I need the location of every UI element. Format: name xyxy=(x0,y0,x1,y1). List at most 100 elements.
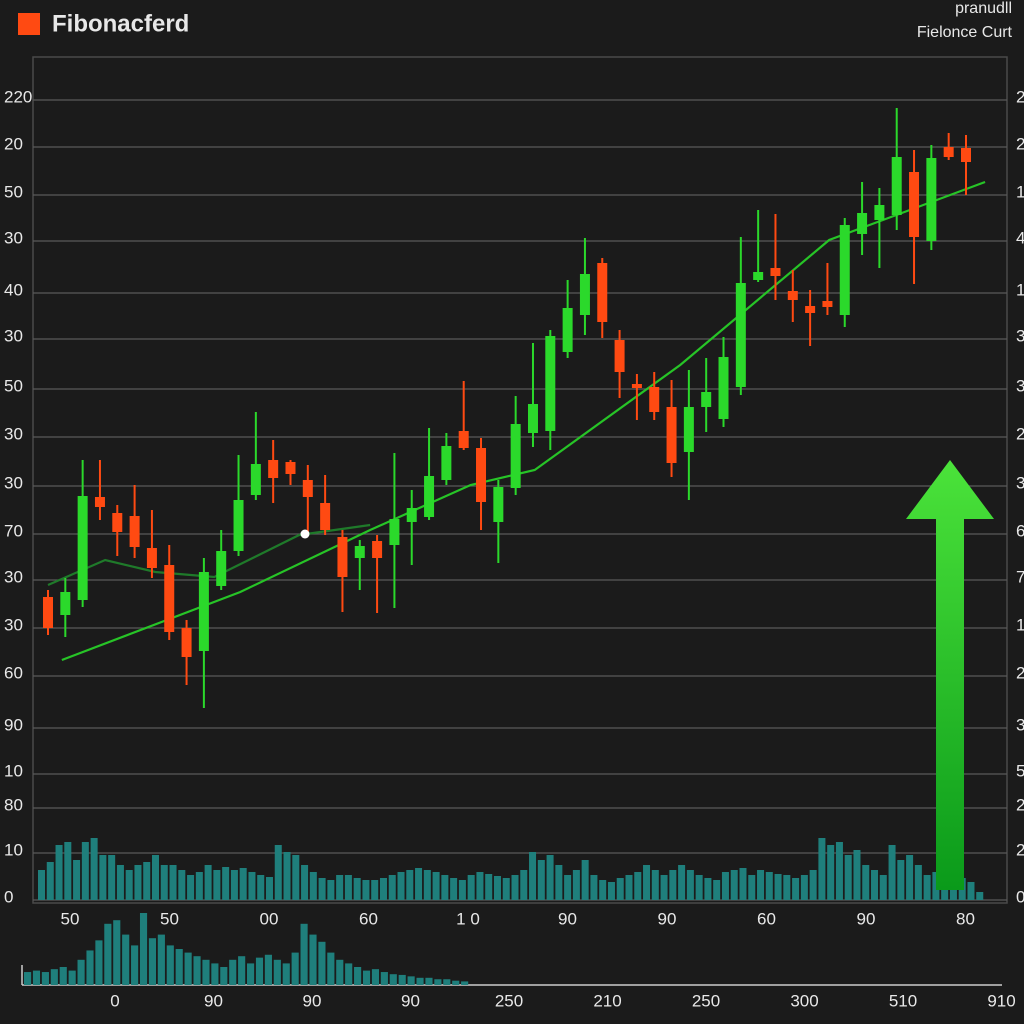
candle-body xyxy=(94,497,105,507)
volume-bar xyxy=(853,850,861,900)
y-tick-label: 40 xyxy=(4,280,23,299)
volume-bar xyxy=(695,875,703,900)
volume-bar xyxy=(625,875,633,900)
volume-bar xyxy=(195,872,203,900)
volume-bar xyxy=(222,867,230,900)
x-tick-label: 90 xyxy=(558,909,577,928)
volume-bar xyxy=(432,872,440,900)
sub-x-tick-label: 90 xyxy=(401,991,420,1010)
volume-bar xyxy=(467,875,475,900)
ma-line xyxy=(61,180,986,662)
volume-bar xyxy=(686,870,694,900)
y2-tick-label: 5 xyxy=(1016,761,1024,780)
y2-tick-label: 2 xyxy=(1016,87,1024,106)
candle-body xyxy=(216,551,227,586)
sub-volume-bar xyxy=(211,963,219,985)
volume-bar xyxy=(204,865,212,900)
sub-volume-bar xyxy=(32,970,41,985)
ma-line xyxy=(47,523,371,587)
sub-volume-bar xyxy=(291,952,299,985)
candle-body xyxy=(424,476,435,517)
y2-tick-label: 1 xyxy=(1016,182,1024,201)
volume-bar xyxy=(309,872,317,900)
sub-volume-bar xyxy=(336,959,344,985)
candle-body xyxy=(60,592,71,615)
sub-volume-bar xyxy=(175,949,183,985)
volume-bar xyxy=(511,875,519,900)
candle-body xyxy=(510,424,521,488)
candle-body xyxy=(320,503,331,530)
volume-bar xyxy=(450,878,458,900)
y2-tick-label: 1 xyxy=(1016,280,1024,299)
sub-volume-bar xyxy=(77,959,85,985)
candle-body xyxy=(874,205,885,220)
y2-tick-label: 3 xyxy=(1016,715,1024,734)
sub-volume-bar xyxy=(407,976,415,985)
candle-body xyxy=(701,392,712,407)
candle-body xyxy=(822,301,833,307)
volume-bar xyxy=(809,870,817,900)
candle-body xyxy=(857,213,868,234)
candle-body xyxy=(233,500,244,551)
sub-volume-bar xyxy=(247,963,255,985)
volume-bar xyxy=(485,874,493,900)
candle-body xyxy=(649,387,660,412)
sub-x-tick-label: 0 xyxy=(110,991,119,1010)
candle-body xyxy=(164,565,175,632)
y-tick-label: 80 xyxy=(4,795,23,814)
sub-volume-bar xyxy=(229,959,237,985)
candle-body xyxy=(787,291,798,300)
volume-bar xyxy=(46,862,54,900)
sub-volume-bar xyxy=(68,970,76,985)
volume-bar xyxy=(564,875,572,900)
volume-bar xyxy=(774,874,782,900)
candle-body xyxy=(683,407,694,452)
volume-bar xyxy=(388,875,396,900)
volume-bar xyxy=(283,852,291,900)
sub-x-tick-label: 210 xyxy=(593,991,621,1010)
volume-bar xyxy=(248,872,256,900)
volume-bar xyxy=(923,875,931,900)
y2-tick-label: 1 xyxy=(1016,615,1024,634)
sub-volume-bar xyxy=(380,972,388,985)
sub-volume-bar xyxy=(362,970,371,985)
volume-bar xyxy=(213,870,221,900)
y2-tick-label: 6 xyxy=(1016,521,1024,540)
candle-body xyxy=(493,487,504,522)
sub-volume-bar xyxy=(122,934,130,985)
candle-body xyxy=(943,147,954,157)
sub-volume-bar xyxy=(50,969,58,985)
candle-body xyxy=(43,597,53,628)
x-tick-label: 50 xyxy=(160,909,179,928)
candle-body xyxy=(718,357,729,419)
sub-volume-bar xyxy=(327,952,335,985)
x-tick-label: 50 xyxy=(61,909,80,928)
candle-body xyxy=(77,496,88,600)
y-tick-label: 30 xyxy=(4,473,23,492)
sub-volume-bar xyxy=(202,959,210,985)
sub-volume-bar xyxy=(398,974,406,985)
volume-bar xyxy=(862,865,870,900)
sub-volume-bar xyxy=(104,923,112,985)
sub-volume-bar xyxy=(255,957,264,985)
x-tick-label: 90 xyxy=(857,909,876,928)
volume-bar xyxy=(546,855,554,900)
volume-bar xyxy=(327,880,335,900)
y2-tick-label: 3 xyxy=(1016,473,1024,492)
sub-volume-bar xyxy=(157,934,165,985)
y-tick-label: 220 xyxy=(4,87,32,106)
y-tick-label: 30 xyxy=(4,424,23,443)
y2-tick-label: 7 xyxy=(1016,567,1024,586)
candle-body xyxy=(372,541,383,558)
volume-bar xyxy=(835,842,843,900)
volume-bar xyxy=(678,865,686,900)
sub-volume-bar xyxy=(166,945,174,985)
sub-x-tick-label: 90 xyxy=(303,991,322,1010)
volume-bar xyxy=(634,872,642,900)
volume-bar xyxy=(730,870,738,900)
sub-volume-bar xyxy=(193,956,201,985)
sub-volume-bar xyxy=(184,952,192,985)
marker-dot xyxy=(300,529,310,539)
y2-tick-label: 0 xyxy=(1016,887,1024,906)
